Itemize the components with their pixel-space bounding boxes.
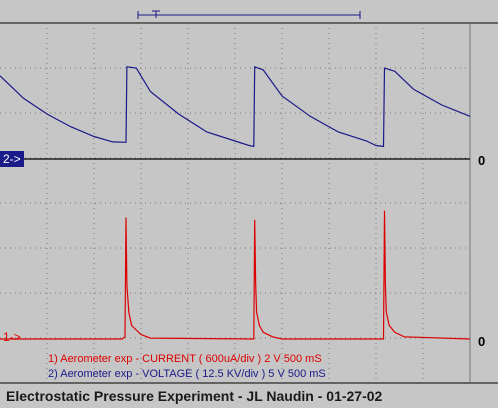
legend-entry-current: 1) Aerometer exp - CURRENT ( 600uA/div )…: [48, 353, 322, 365]
ch2-marker-label: 2->: [3, 152, 21, 166]
timebase-bracket: [137, 10, 361, 19]
figure-caption: Electrostatic Pressure Experiment - JL N…: [6, 388, 383, 404]
graticule: [0, 23, 470, 383]
ch2-zero-label: 0: [478, 153, 485, 168]
legend-entry-voltage: 2) Aerometer exp - VOLTAGE ( 12.5 KV/div…: [48, 368, 326, 380]
ch1-marker-label: 1->: [3, 330, 21, 344]
ch1-zero-label: 0: [478, 334, 485, 349]
ch2-marker: 2->: [0, 151, 24, 167]
voltage-trace: [0, 65, 471, 148]
ch2-marker-box: [0, 151, 24, 167]
current-trace: [0, 210, 471, 340]
